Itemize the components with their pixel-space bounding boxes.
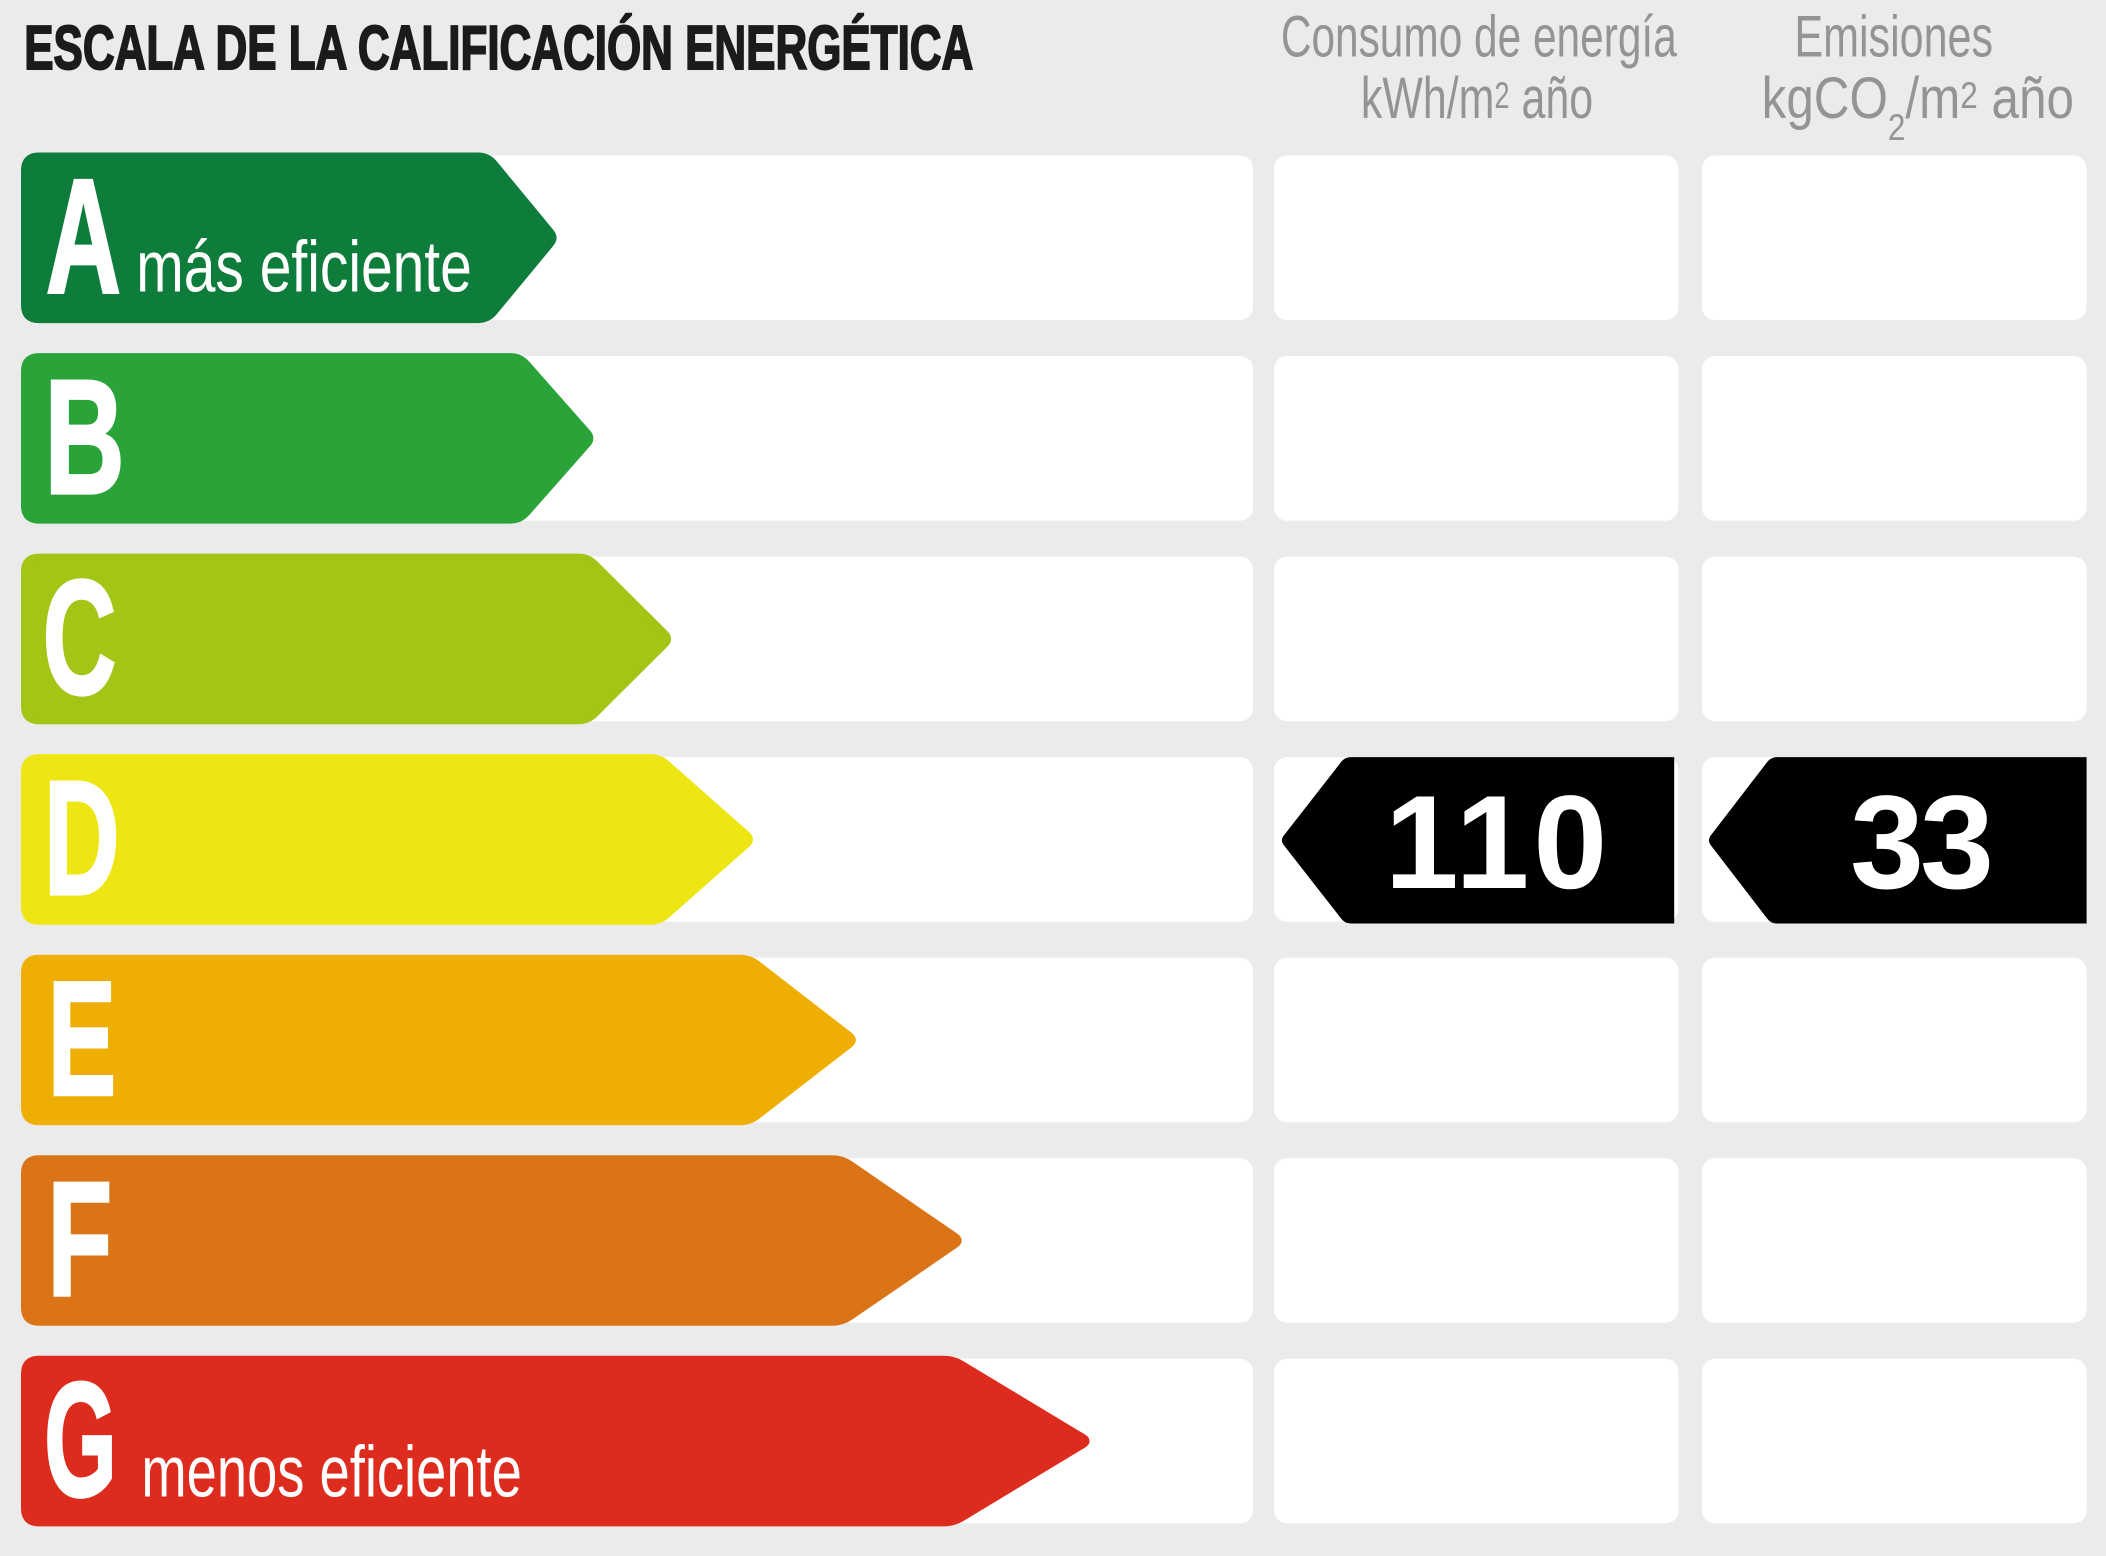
svg-text:D: D: [44, 748, 120, 930]
svg-text:C: C: [43, 546, 117, 728]
svg-text:menos eficiente: menos eficiente: [141, 1431, 521, 1512]
svg-text:ESCALA DE LA CALIFICACIÓN ENER: ESCALA DE LA CALIFICACIÓN ENERGÉTICA: [24, 13, 973, 82]
svg-text:kWh/m2 año: kWh/m2 año: [1361, 66, 1593, 131]
svg-text:E: E: [48, 948, 116, 1130]
svg-text:G: G: [44, 1350, 117, 1532]
svg-text:más eficiente: más eficiente: [136, 226, 472, 307]
svg-text:Emisiones: Emisiones: [1794, 4, 1993, 69]
svg-text:B: B: [44, 346, 124, 528]
svg-text:F: F: [47, 1149, 112, 1330]
svg-text:Consumo de energía: Consumo de energía: [1281, 4, 1678, 69]
svg-text:110: 110: [1385, 769, 1612, 917]
svg-text:A: A: [46, 145, 121, 327]
svg-text:33: 33: [1850, 769, 1990, 917]
